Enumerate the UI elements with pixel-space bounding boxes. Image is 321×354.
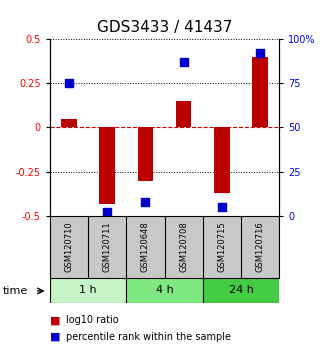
Bar <box>126 278 203 303</box>
Text: GSM120715: GSM120715 <box>217 222 226 272</box>
Text: ■: ■ <box>50 332 60 342</box>
Text: percentile rank within the sample: percentile rank within the sample <box>66 332 231 342</box>
Text: log10 ratio: log10 ratio <box>66 315 118 325</box>
Text: GSM120716: GSM120716 <box>256 222 265 272</box>
Text: 4 h: 4 h <box>156 285 173 295</box>
Bar <box>214 127 230 193</box>
Bar <box>253 57 268 127</box>
Point <box>105 210 110 215</box>
Text: time: time <box>3 286 29 296</box>
Text: GSM120710: GSM120710 <box>65 222 74 272</box>
Bar <box>176 101 191 127</box>
Bar <box>61 119 76 127</box>
Title: GDS3433 / 41437: GDS3433 / 41437 <box>97 20 232 35</box>
Text: ■: ■ <box>50 315 60 325</box>
Text: 24 h: 24 h <box>229 285 254 295</box>
Point <box>66 80 72 86</box>
Point <box>219 204 224 210</box>
Point <box>143 199 148 205</box>
Text: GSM120708: GSM120708 <box>179 222 188 272</box>
Text: 1 h: 1 h <box>79 285 97 295</box>
Text: GSM120711: GSM120711 <box>103 222 112 272</box>
Bar <box>100 127 115 204</box>
Bar <box>50 278 126 303</box>
Text: GSM120648: GSM120648 <box>141 222 150 272</box>
Bar <box>203 278 279 303</box>
Point <box>181 59 186 65</box>
Bar <box>138 127 153 181</box>
Point <box>257 50 263 56</box>
